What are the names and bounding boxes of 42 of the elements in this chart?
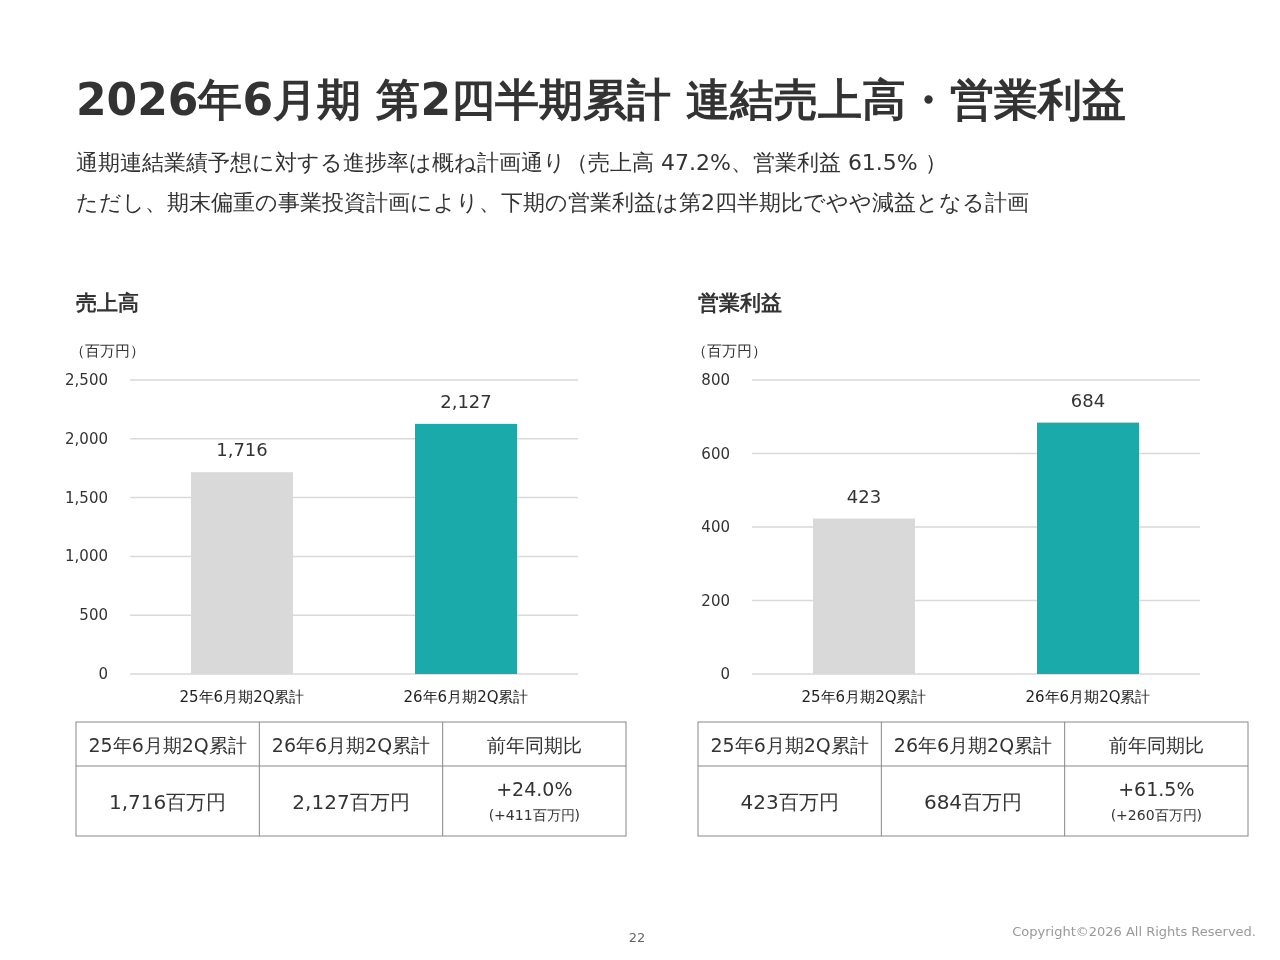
- text: 前年同期比: [486, 734, 582, 756]
- text: 22: [628, 930, 646, 945]
- x-tick-label: 26年6月期2Q累計: [403, 688, 529, 706]
- chart-title: 売上高: [76, 291, 139, 315]
- category-label: 25年6月期2Q累計: [710, 734, 869, 756]
- text: (+260百万円): [1110, 807, 1203, 823]
- category-label: 25年6月期2Q累計: [88, 734, 247, 756]
- x-tick-label: 25年6月期2Q累計: [801, 688, 927, 706]
- data-label: 684: [1070, 389, 1106, 411]
- text: +61.5%: [1118, 778, 1195, 800]
- y-tick-label: 800: [701, 371, 730, 389]
- data-label: 423: [846, 485, 882, 507]
- y-tick-label: 1,500: [65, 488, 108, 507]
- data-label: 1,716: [216, 439, 268, 461]
- y-axis-title: （百万円）: [692, 342, 767, 360]
- text: 前年同期比: [1108, 734, 1204, 756]
- y-tick-label: 2,500: [65, 371, 108, 389]
- category-label: 26年6月期2Q累計: [271, 734, 431, 756]
- category-label: 26年6月期2Q累計: [893, 734, 1053, 756]
- y-tick-label: 600: [701, 444, 730, 463]
- text: Copyright©2026 All Rights Reserved.: [1012, 924, 1256, 939]
- y-axis-title: （百万円）: [70, 342, 145, 360]
- text: 1,716百万円: [109, 790, 227, 814]
- text: (+411百万円): [488, 807, 581, 823]
- text: 2,127百万円: [292, 790, 410, 814]
- y-tick-label: 400: [701, 518, 730, 536]
- text: 通期連結業績予想に対する進捗率は概ね計画通り（売上高 47.2%、営業利益 61.5% ）: [76, 150, 947, 175]
- x-tick-label: 25年6月期2Q累計: [179, 688, 305, 706]
- text: 684百万円: [923, 790, 1023, 814]
- text: +24.0%: [496, 778, 573, 800]
- text: ただし、期末偏重の事業投資計画により、下期の営業利益は第2四半期比でやや減益となる計画: [76, 190, 1029, 215]
- y-tick-label: 0: [98, 665, 108, 683]
- y-tick-label: 1,000: [65, 547, 108, 566]
- chart-title: 営業利益: [698, 291, 782, 315]
- y-tick-label: 0: [720, 665, 730, 683]
- y-tick-label: 2,000: [65, 429, 108, 448]
- data-label: 2,127: [440, 390, 492, 412]
- y-tick-label: 500: [79, 606, 108, 625]
- text: 423百万円: [740, 790, 839, 814]
- x-tick-label: 26年6月期2Q累計: [1025, 688, 1151, 706]
- text: 2026年6月期 第2四半期累計 連結売上高・営業利益: [76, 74, 1127, 125]
- y-tick-label: 200: [701, 591, 730, 610]
